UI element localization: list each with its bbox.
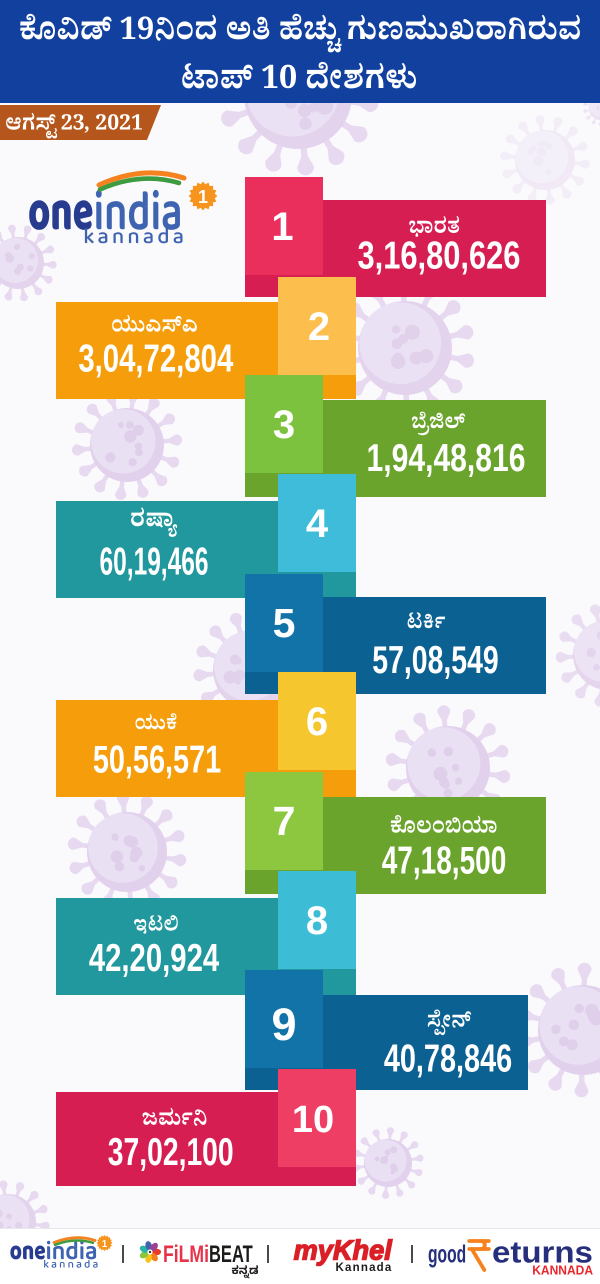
svg-text:KANNADA: KANNADA — [532, 1263, 593, 1277]
svg-text:3,16,80,626: 3,16,80,626 — [358, 234, 521, 277]
svg-text:5: 5 — [273, 600, 296, 646]
svg-text:good: good — [428, 1241, 466, 1269]
svg-text:FiLMi: FiLMi — [163, 1240, 209, 1268]
svg-text:9: 9 — [271, 999, 296, 1050]
svg-text:4: 4 — [306, 502, 329, 546]
svg-text:3,04,72,804: 3,04,72,804 — [78, 338, 233, 381]
svg-text:42,20,924: 42,20,924 — [89, 937, 219, 980]
svg-text:6: 6 — [306, 700, 328, 744]
svg-text:10: 10 — [292, 1099, 334, 1141]
svg-text:50,56,571: 50,56,571 — [93, 739, 221, 782]
svg-text:1,94,48,816: 1,94,48,816 — [367, 438, 526, 480]
svg-text:37,02,100: 37,02,100 — [108, 1131, 234, 1174]
svg-text:1: 1 — [102, 1239, 108, 1250]
svg-text:BEAT: BEAT — [209, 1241, 253, 1268]
svg-text:47,18,500: 47,18,500 — [382, 840, 507, 882]
svg-text:2: 2 — [308, 305, 330, 349]
svg-text:7: 7 — [273, 798, 296, 844]
svg-text:8: 8 — [306, 899, 328, 943]
svg-text:57,08,549: 57,08,549 — [372, 639, 498, 682]
svg-text:3: 3 — [273, 403, 295, 447]
svg-text:myKhel: myKhel — [294, 1234, 393, 1265]
svg-text:1: 1 — [271, 205, 293, 249]
svg-text:60,19,466: 60,19,466 — [100, 540, 209, 583]
svg-text:Kannada: Kannada — [336, 1262, 393, 1274]
svg-text:eturns: eturns — [492, 1234, 593, 1269]
svg-text:1: 1 — [198, 187, 208, 207]
svg-text:40,78,846: 40,78,846 — [384, 1038, 512, 1081]
